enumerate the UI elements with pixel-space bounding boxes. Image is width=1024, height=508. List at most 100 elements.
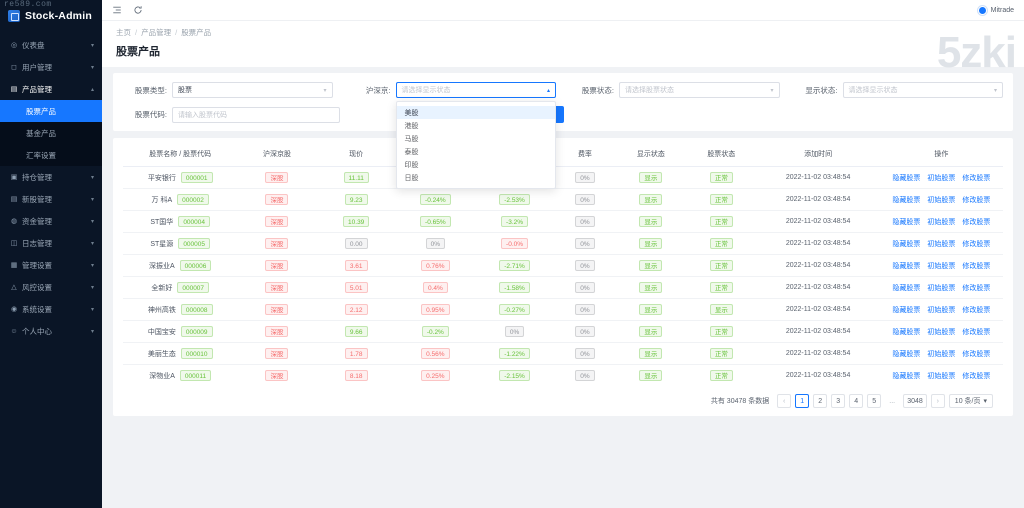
price-tag: 8.18 [344,370,368,381]
stock-status-tag: 正常 [709,260,733,271]
price-tag: 10.39 [343,216,370,227]
sidebar-item-risk-settings[interactable]: △ 风控设置 ▾ [0,276,102,298]
init-stock-action[interactable]: 初始股票 [927,240,956,248]
hide-stock-action[interactable]: 隐藏股票 [892,284,921,292]
market-option[interactable]: 马股 [404,135,419,143]
market-option[interactable]: 印股 [404,161,419,169]
site-watermark: re589.com [4,0,52,9]
menu-collapse-icon[interactable] [112,5,122,15]
edit-stock-action[interactable]: 修改股票 [962,350,991,358]
fund-icon: ◍ [10,218,18,225]
hide-stock-action[interactable]: 隐藏股票 [892,350,921,358]
market-option[interactable]: 美股 [396,106,555,119]
stock-table-body: 平安银行000001深股11.11-0.09%-0.81%0%显示正常2022-… [123,166,1003,387]
breadcrumb-home[interactable]: 主页 [116,28,131,37]
init-stock-action[interactable]: 初始股票 [927,372,956,380]
pagination-next[interactable]: › [930,394,945,408]
market-tag: 深股 [265,260,289,271]
init-stock-action[interactable]: 初始股票 [927,174,956,182]
market-option[interactable]: 日股 [404,174,419,182]
filter-label-stock-code: 股票代码: [134,110,167,119]
users-icon: ◻ [11,64,17,71]
person-icon: ☺ [10,327,18,335]
market-option[interactable]: 泰股 [404,148,419,156]
sidebar-item-system-settings[interactable]: ◉ 系统设置 ▾ [0,298,102,320]
edit-stock-action[interactable]: 修改股票 [962,196,991,204]
display-status-select[interactable]: 请选择显示状态 ▾ [842,82,1003,98]
init-stock-action[interactable]: 初始股票 [927,262,956,270]
sidebar-item-new-stock[interactable]: ▤ 新股管理 ▾ [0,188,102,210]
pagination: 共有 30478 条数据 ‹ 1 2 3 4 5 ... 3048 › 10 条… [123,386,1003,408]
change-pct-tag: -2.15% [499,370,530,381]
hide-stock-action[interactable]: 隐藏股票 [892,240,921,248]
init-stock-action[interactable]: 初始股票 [927,350,956,358]
cell-price: 9.66 [316,320,396,343]
refresh-icon[interactable] [133,5,143,15]
hide-stock-action[interactable]: 隐藏股票 [892,196,921,204]
edit-stock-action[interactable]: 修改股票 [962,328,991,336]
pagination-page-4[interactable]: 4 [849,394,864,408]
init-stock-action[interactable]: 初始股票 [927,218,956,226]
sidebar-item-admin-settings[interactable]: ▦ 管理设置 ▾ [0,254,102,276]
hide-stock-action[interactable]: 隐藏股票 [892,218,921,226]
hide-stock-action[interactable]: 隐藏股票 [892,262,921,270]
app-logo-icon [8,9,20,22]
init-stock-action[interactable]: 初始股票 [927,306,956,314]
hide-stock-action[interactable]: 隐藏股票 [892,328,921,336]
chevron-down-icon: ▾ [90,196,94,203]
page-size-select[interactable]: 10 条/页 ▾ [948,394,993,408]
edit-stock-action[interactable]: 修改股票 [962,372,991,380]
user-menu[interactable]: Mitrade [977,5,1014,15]
edit-stock-action[interactable]: 修改股票 [962,284,991,292]
hide-stock-action[interactable]: 隐藏股票 [892,174,921,182]
sidebar-item-dashboard[interactable]: ◎ 仪表盘 ▾ [0,34,102,56]
market-tag: 深股 [265,370,289,381]
market-tag: 深股 [265,238,289,249]
sidebar-item-fund-product[interactable]: 基金产品 [26,128,56,138]
content-area: 股票类型: 股票 ▾ 沪深京: 请选择显示状态 ▴ [102,67,1024,508]
edit-stock-action[interactable]: 修改股票 [962,306,991,314]
edit-stock-action[interactable]: 修改股票 [962,262,991,270]
sidebar-logo[interactable]: Stock-Admin [0,3,102,28]
stock-status-select[interactable]: 请选择股票状态 ▾ [619,82,780,98]
edit-stock-action[interactable]: 修改股票 [962,240,991,248]
fee-tag: 0% [575,172,595,183]
stock-type-select[interactable]: 股票 ▾ [172,82,333,98]
market-option[interactable]: 港股 [404,122,419,130]
cell-change: -0.2% [395,320,475,343]
sidebar-item-users[interactable]: ◻ 用户管理 ▾ [0,56,102,78]
pagination-prev[interactable]: ‹ [777,394,792,408]
breadcrumb-level2[interactable]: 产品管理 [141,28,172,37]
sidebar-item-stock-product[interactable]: 股票产品 [0,100,102,122]
pagination-page-1[interactable]: 1 [795,394,810,408]
init-stock-action[interactable]: 初始股票 [927,284,956,292]
market-select[interactable]: 请选择显示状态 ▴ [395,82,556,98]
cell-change: -0.65% [395,210,475,233]
sidebar-item-fund[interactable]: ◍ 资金管理 ▾ [0,210,102,232]
pagination-page-5[interactable]: 5 [867,394,882,408]
chevron-down-icon: ▾ [770,87,774,94]
chevron-down-icon: ▾ [90,328,94,335]
cell-fee: 0% [554,232,616,255]
sidebar-item-personal-center[interactable]: ☺ 个人中心 ▾ [0,320,102,342]
sidebar-item-position[interactable]: ▣ 持仓管理 ▾ [0,166,102,188]
market-tag: 深股 [265,216,289,227]
pagination-page-3[interactable]: 3 [831,394,846,408]
chevron-up-icon: ▴ [90,86,94,93]
init-stock-action[interactable]: 初始股票 [927,196,956,204]
edit-stock-action[interactable]: 修改股票 [962,174,991,182]
sidebar-item-log[interactable]: ◫ 日志管理 ▾ [0,232,102,254]
hide-stock-action[interactable]: 隐藏股票 [892,372,921,380]
hide-stock-action[interactable]: 隐藏股票 [892,306,921,314]
pagination-last-page[interactable]: 3048 [903,394,927,408]
filter-label-market: 沪深京: [365,85,391,95]
sidebar-item-product[interactable]: ▤ 产品管理 ▴ [0,78,102,100]
init-stock-action[interactable]: 初始股票 [927,328,956,336]
admin-icon: ▦ [10,262,18,269]
sidebar-item-exchange-rate[interactable]: 汇率设置 [26,150,56,160]
change-tag: 0.25% [421,370,450,381]
stock-code-input[interactable]: 请输入股票代码 [172,106,340,123]
edit-stock-action[interactable]: 修改股票 [962,218,991,226]
cell-market: 深股 [237,298,317,321]
pagination-page-2[interactable]: 2 [813,394,828,408]
